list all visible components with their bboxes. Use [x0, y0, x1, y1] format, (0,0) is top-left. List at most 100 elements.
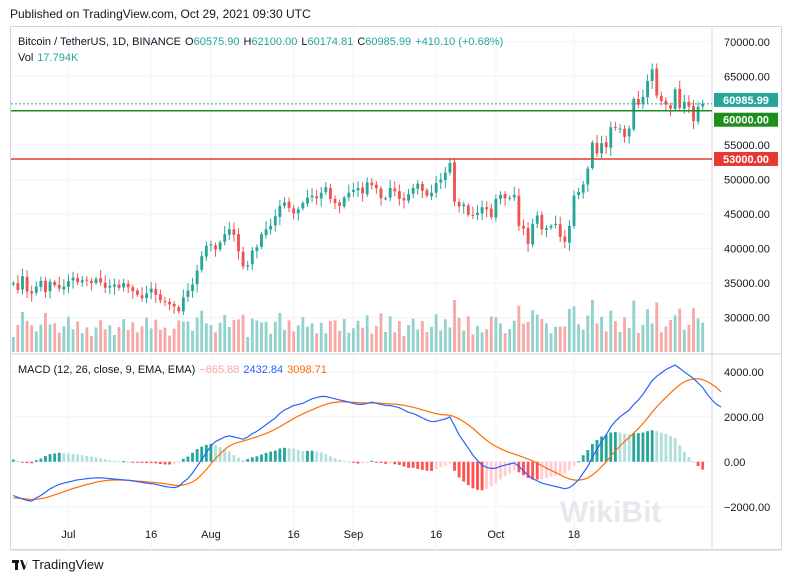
- price-legend: Bitcoin / TetherUS, 1D, BINANCE O60575.90…: [18, 36, 507, 48]
- volume-bar: [62, 326, 66, 352]
- macd-hist-bar: [273, 450, 277, 462]
- macd-hist-bar: [80, 455, 84, 462]
- macd-hist-bar: [563, 461, 567, 474]
- macd-hist-bar: [53, 453, 57, 462]
- candle-body: [365, 182, 369, 195]
- candle-body: [669, 105, 672, 109]
- volume-bar: [273, 321, 277, 352]
- macd-hist-bar: [67, 453, 70, 462]
- macd-hist-bar: [567, 461, 571, 471]
- candle-body: [53, 282, 57, 286]
- horizontal-levels: [11, 103, 712, 160]
- volume-bar: [402, 335, 406, 352]
- candle-body: [25, 276, 29, 292]
- volume-bar: [604, 331, 608, 352]
- macd-hist-bar: [407, 461, 410, 468]
- volume-bar: [577, 324, 581, 352]
- candle-body: [62, 286, 66, 290]
- macd-hist-bar: [646, 431, 649, 462]
- volume-bar: [264, 321, 268, 352]
- volume-bar: [168, 335, 171, 352]
- volume-bar: [411, 318, 415, 352]
- candle-body: [90, 280, 93, 284]
- macd-hist-bar: [154, 461, 158, 464]
- macd-hist-bar: [57, 452, 61, 462]
- volume-bar: [67, 316, 70, 352]
- macd-hist-bar: [62, 453, 66, 462]
- footer[interactable]: TradingView: [12, 557, 104, 572]
- candle-body: [135, 290, 139, 295]
- volume-bar: [448, 327, 452, 352]
- time-tick-label: Aug: [201, 529, 221, 541]
- volume-bar: [443, 319, 447, 352]
- macd-hist-bar: [692, 461, 695, 463]
- macd-line-value: 2432.84: [243, 364, 284, 376]
- volume-bar: [692, 308, 695, 352]
- volume-bar: [158, 329, 162, 352]
- macd-hist-bar: [365, 461, 369, 463]
- volume-bar: [324, 333, 328, 352]
- macd-hist-bar: [241, 459, 245, 462]
- candle-body: [351, 190, 355, 192]
- candle-body: [466, 205, 470, 215]
- volume-bar: [466, 316, 470, 352]
- candle-body: [600, 143, 604, 154]
- high-value: 62100.00: [251, 36, 298, 48]
- macd-hist-bar: [200, 446, 204, 462]
- candle-body: [494, 198, 498, 218]
- candle-body: [476, 212, 479, 215]
- candle-body: [168, 301, 171, 305]
- candle-body: [692, 105, 695, 122]
- macd-hist-bar: [540, 461, 544, 480]
- candle-body: [227, 229, 231, 235]
- macd-hist-bar: [618, 432, 622, 462]
- macd-hist-bar: [21, 461, 24, 463]
- macd-hist-bar: [135, 461, 139, 463]
- macd-hist-bar: [122, 461, 126, 463]
- macd-hist-bar: [590, 443, 594, 462]
- volume-bar: [494, 317, 498, 352]
- macd-hist-bar: [90, 456, 93, 462]
- macd-hist-bar: [696, 461, 700, 467]
- candle-body: [531, 223, 535, 245]
- candle-body: [457, 202, 461, 207]
- macd-hist-bar: [655, 431, 659, 462]
- macd-hist-bar: [296, 450, 300, 462]
- macd-hist-bar: [595, 439, 599, 462]
- price-tick-label: 70000.00: [724, 37, 770, 49]
- macd-hist-bar: [85, 455, 89, 462]
- candle-body: [117, 284, 121, 288]
- macd-hist-bar: [237, 457, 240, 462]
- candle-body: [485, 207, 489, 210]
- candle-body: [158, 294, 162, 301]
- candle-body: [443, 172, 447, 181]
- candle-body: [85, 279, 89, 281]
- macd-legend: MACD (12, 26, close, 9, EMA, EMA) −665.88…: [18, 364, 331, 376]
- volume-bar: [618, 331, 622, 352]
- macd-hist-bar: [264, 452, 268, 462]
- price-label-tag: [714, 92, 778, 107]
- published-note: Published on TradingView.com, Oct 29, 20…: [10, 7, 311, 21]
- volume-bar: [99, 320, 103, 352]
- candle-body: [655, 68, 659, 96]
- macd-hist-bar: [554, 461, 558, 476]
- open-label: O: [185, 36, 194, 48]
- volume-bar: [260, 322, 263, 352]
- time-tick-label: Sep: [344, 529, 364, 541]
- open-value: 60575.90: [193, 36, 240, 48]
- macd-hist-bar: [453, 461, 456, 471]
- macd-hist-bar: [250, 457, 254, 462]
- macd-hist-bar: [181, 458, 185, 462]
- candle-body: [618, 128, 622, 130]
- price-tick-label: 35000.00: [724, 278, 770, 290]
- candle-body: [163, 301, 167, 303]
- macd-lines: [13, 364, 722, 502]
- candle-body: [214, 245, 217, 250]
- macd-hist-bar: [512, 461, 516, 471]
- macd-hist-bar: [149, 461, 153, 464]
- macd-hist-bar: [301, 451, 305, 462]
- candle-body: [108, 285, 112, 288]
- macd-histogram: [11, 430, 705, 491]
- macd-hist-bar: [613, 432, 617, 462]
